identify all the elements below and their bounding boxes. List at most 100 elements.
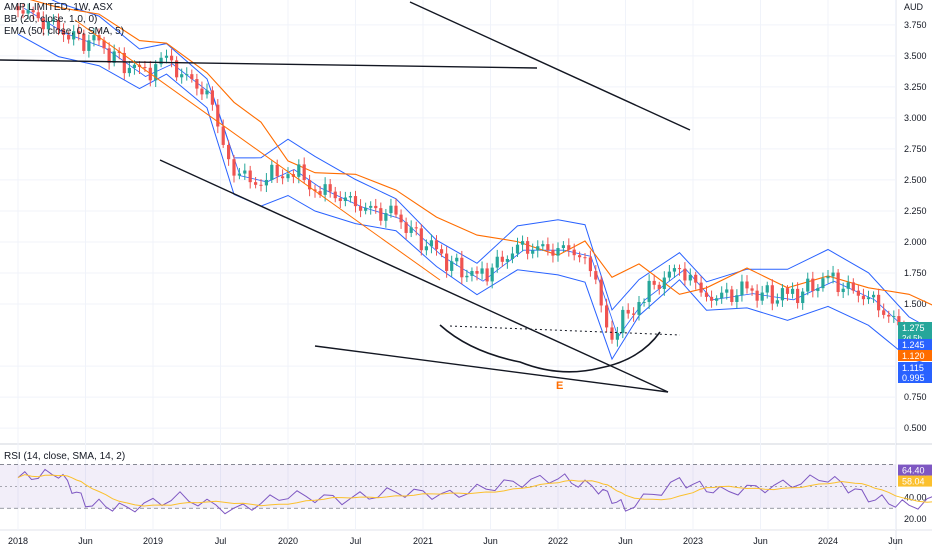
candle-body [856, 290, 860, 296]
candle-body [667, 271, 671, 278]
time-tick-label: Jun [78, 536, 93, 546]
candle-body [61, 29, 66, 35]
candle-body [227, 144, 231, 160]
candle-body [281, 176, 285, 179]
time-tick-label: 2020 [278, 536, 298, 546]
price-tick-label: 3.000 [904, 113, 927, 123]
bb-lower-band [17, 33, 932, 366]
candle-body [254, 182, 258, 185]
candle-body [190, 74, 194, 80]
bb-basis [23, 7, 932, 346]
candle-body [51, 19, 56, 22]
price-label-text: 1.245 [902, 340, 925, 350]
candle-body [882, 310, 886, 315]
price-tick-label: 1.750 [904, 268, 927, 278]
candle-body [567, 245, 571, 250]
candle-body [637, 302, 641, 315]
trendline-wedge-bottom [314, 345, 669, 393]
candle-body [384, 213, 388, 221]
legend-ema: EMA (50, close, 0, SMA, 5) [4, 26, 125, 37]
candle-body [275, 164, 279, 177]
candle-body [122, 52, 126, 74]
candle-body [36, 12, 40, 19]
candle-body [16, 6, 20, 11]
candle-body [561, 245, 565, 249]
candle-body [780, 288, 785, 301]
price-label-text: 1.120 [902, 351, 925, 361]
rsi-value-box [898, 464, 932, 476]
time-tick-label: 2022 [548, 536, 568, 546]
candle-body [725, 289, 729, 293]
candle-body [846, 282, 850, 289]
candle-body [715, 298, 719, 301]
candle-body [861, 295, 866, 300]
candle-body [353, 196, 358, 207]
price-label-text: 1.115 [902, 363, 924, 373]
candle-body [897, 316, 901, 326]
candle-body [720, 292, 724, 299]
candle-body [419, 228, 423, 251]
candle-body [450, 261, 454, 271]
candle-body [328, 184, 332, 192]
candle-body [485, 268, 489, 282]
price-tick-label: 2.500 [904, 175, 927, 185]
candle-body [389, 205, 393, 214]
price-label-box [898, 339, 932, 350]
candle-body [77, 31, 81, 34]
candle-body [243, 170, 247, 174]
price-tick-label: 3.250 [904, 82, 927, 92]
candle-body [626, 309, 630, 314]
candle-body [652, 280, 656, 285]
candle-body [445, 253, 449, 271]
candle-body [259, 184, 263, 186]
candle-body [143, 66, 147, 68]
candle-body [871, 294, 876, 298]
candle-body [21, 10, 25, 14]
candle-body [610, 327, 614, 340]
rsi-value-box [898, 475, 932, 487]
candle-body [588, 257, 592, 272]
candle-body [26, 10, 30, 14]
currency-label: AUD [904, 2, 924, 12]
candle-body [460, 257, 464, 278]
candle-body [97, 35, 101, 41]
candle-body [755, 290, 759, 301]
candle-body [237, 173, 241, 176]
candle-body [572, 249, 576, 256]
candle-body [505, 258, 509, 262]
candle-body [841, 288, 845, 293]
trendline-orange [74, 19, 441, 281]
bb-upper-band [51, 0, 932, 331]
candle-body [424, 246, 428, 251]
trendline-upper-right [409, 1, 691, 131]
candle-body [169, 55, 174, 61]
candle-body [546, 244, 550, 250]
rsi-line [17, 468, 932, 515]
candle-body [348, 196, 353, 198]
candle-body [107, 48, 111, 63]
candle-body [740, 281, 744, 296]
candle-body [248, 170, 252, 183]
candle-body [510, 253, 515, 259]
price-tick-label: 2.750 [904, 144, 927, 154]
candle-body [694, 274, 698, 283]
candle-body [72, 31, 76, 40]
candle-body [333, 191, 337, 199]
candle-body [210, 90, 214, 105]
time-tick-label: 2024 [818, 536, 838, 546]
candle-body [821, 278, 825, 289]
candle-body [404, 222, 408, 233]
candle-body [892, 316, 896, 318]
candle-body [775, 300, 779, 304]
candle-body [374, 205, 378, 209]
price-tick-label: 3.750 [904, 20, 927, 30]
candle-body [302, 164, 306, 181]
price-tick-label: 2.000 [904, 237, 927, 247]
candle-body [175, 60, 179, 78]
ema-line [29, 0, 932, 306]
candle-body [286, 174, 290, 179]
candle-body [811, 278, 815, 292]
price-tick-label: 1.500 [904, 299, 927, 309]
